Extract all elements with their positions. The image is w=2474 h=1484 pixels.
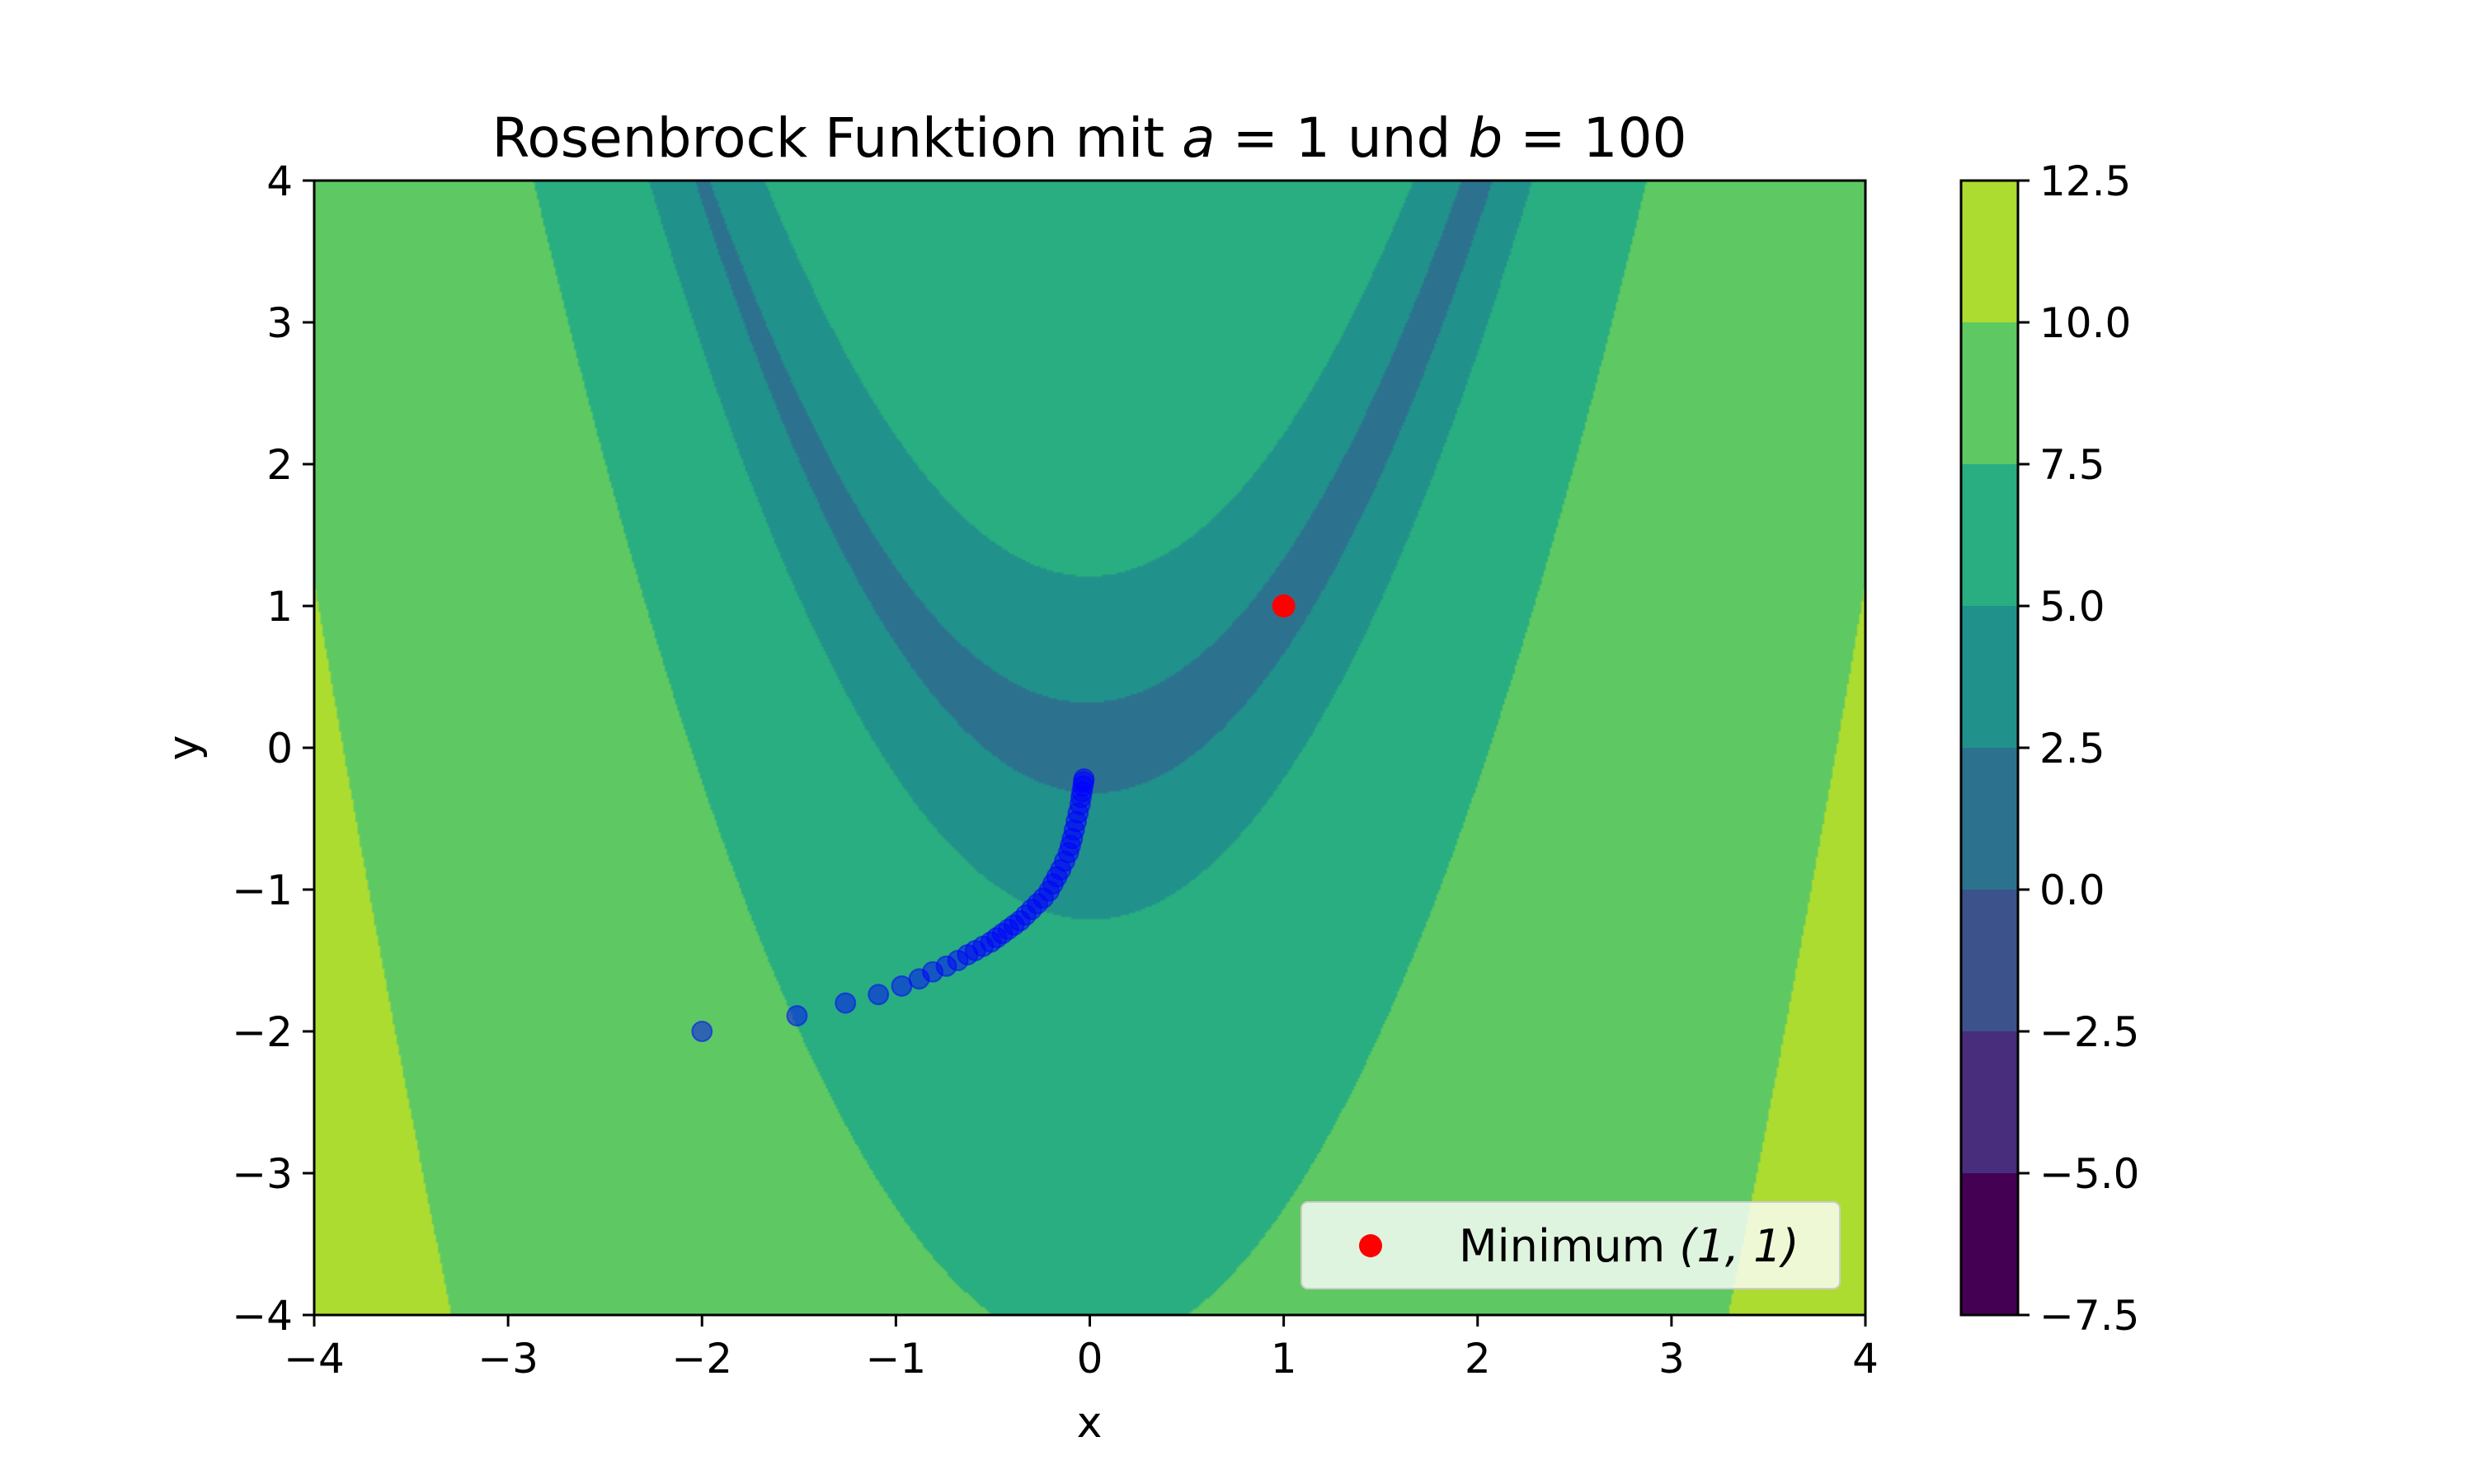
colorbar <box>1961 181 2018 1315</box>
y-tick-label: −1 <box>232 866 293 914</box>
title-var-a: a <box>1182 106 1215 170</box>
minimum-point <box>1272 594 1296 618</box>
title-part-1: Rosenbrock Funktion mit <box>492 106 1182 170</box>
x-axis-label: x <box>1077 1398 1103 1448</box>
y-tick-label: 0 <box>266 725 293 773</box>
path-point <box>1073 768 1095 790</box>
colorbar-tick-label: −2.5 <box>2039 1008 2139 1056</box>
path-point <box>786 1005 808 1027</box>
x-tick-label: −1 <box>866 1335 927 1383</box>
descent-path <box>691 768 1095 1042</box>
colorbar-band <box>1961 322 2018 464</box>
legend-label-word: Minimum <box>1459 1220 1679 1272</box>
plot-area <box>314 181 1865 1315</box>
path-point <box>691 1021 713 1042</box>
x-tick-label: 0 <box>1077 1335 1103 1383</box>
chart-title: Rosenbrock Funktion mit a = 1 und b = 10… <box>492 106 1686 170</box>
y-tick-label: −2 <box>232 1008 293 1056</box>
colorbar-band <box>1961 748 2018 890</box>
legend: Minimum (1, 1) <box>1300 1201 1841 1289</box>
y-tick-label: −4 <box>232 1292 293 1340</box>
legend-label-minimum: Minimum (1, 1) <box>1459 1220 1799 1272</box>
colorbar-band <box>1961 606 2018 748</box>
colorbar-tick-label: −7.5 <box>2039 1292 2139 1340</box>
path-point <box>835 992 857 1014</box>
colorbar-ticks: 12.5 10.0 7.5 5.0 2.5 0.0 −2.5 −5.0 −7.5 <box>2018 157 2139 1340</box>
y-tick-label: 3 <box>266 299 293 347</box>
colorbar-tick-label: 2.5 <box>2039 725 2105 773</box>
colorbar-band <box>1961 1173 2018 1315</box>
colorbar-band <box>1961 181 2018 322</box>
x-tick-label: −2 <box>671 1335 732 1383</box>
x-tick-label: 3 <box>1658 1335 1685 1383</box>
x-tick-label: 2 <box>1465 1335 1491 1383</box>
y-axis-ticks: −4 −3 −2 −1 0 1 2 3 4 <box>232 157 314 1340</box>
title-part-3: = 100 <box>1503 106 1686 170</box>
colorbar-tick-label: 10.0 <box>2039 299 2131 347</box>
x-tick-label: −3 <box>477 1335 539 1383</box>
path-point <box>868 984 890 1006</box>
y-tick-label: 1 <box>266 583 293 631</box>
colorbar-tick-label: 0.0 <box>2039 866 2105 914</box>
colorbar-band <box>1961 890 2018 1031</box>
colorbar-tick-label: 7.5 <box>2039 441 2105 489</box>
x-axis-ticks: −4 −3 −2 −1 0 1 2 3 4 <box>284 1315 1879 1383</box>
colorbar-tick-label: 12.5 <box>2039 157 2131 205</box>
colorbar-band <box>1961 1031 2018 1173</box>
y-tick-label: −3 <box>232 1150 293 1198</box>
title-var-b: b <box>1468 106 1503 170</box>
y-tick-label: 4 <box>266 157 293 205</box>
contour-fill <box>314 181 1865 1315</box>
legend-marker-minimum <box>1359 1234 1382 1257</box>
colorbar-band <box>1961 464 2018 606</box>
x-tick-label: −4 <box>284 1335 345 1383</box>
legend-box <box>1300 1201 1841 1289</box>
title-part-2: = 1 und <box>1216 106 1469 170</box>
y-axis-label: y <box>159 735 209 761</box>
x-tick-label: 1 <box>1271 1335 1297 1383</box>
colorbar-tick-label: 5.0 <box>2039 583 2105 631</box>
colorbar-tick-label: −5.0 <box>2039 1150 2139 1198</box>
y-tick-label: 2 <box>266 441 293 489</box>
x-tick-label: 4 <box>1852 1335 1879 1383</box>
legend-label-coords: (1, 1) <box>1679 1220 1799 1272</box>
